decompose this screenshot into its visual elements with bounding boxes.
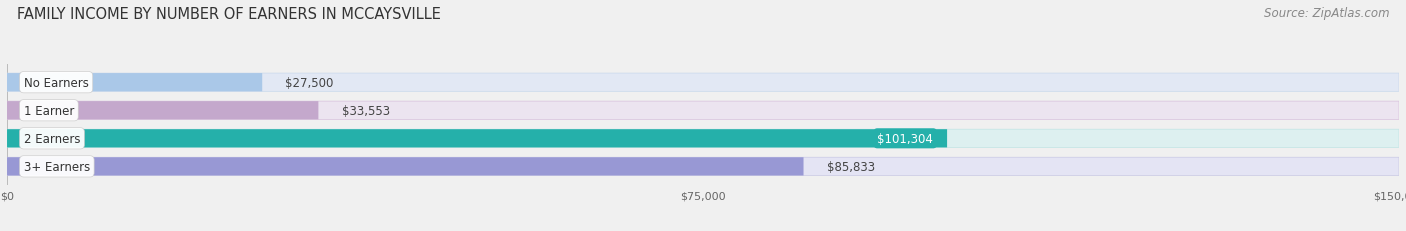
- Text: 1 Earner: 1 Earner: [24, 104, 75, 117]
- FancyBboxPatch shape: [7, 130, 1399, 148]
- Text: No Earners: No Earners: [24, 76, 89, 89]
- FancyBboxPatch shape: [7, 158, 803, 176]
- Text: $101,304: $101,304: [877, 132, 934, 145]
- FancyBboxPatch shape: [7, 102, 318, 120]
- FancyBboxPatch shape: [7, 158, 1399, 176]
- Text: FAMILY INCOME BY NUMBER OF EARNERS IN MCCAYSVILLE: FAMILY INCOME BY NUMBER OF EARNERS IN MC…: [17, 7, 440, 22]
- Text: $85,833: $85,833: [827, 160, 875, 173]
- Text: $33,553: $33,553: [342, 104, 389, 117]
- FancyBboxPatch shape: [7, 130, 948, 148]
- FancyBboxPatch shape: [7, 74, 1399, 92]
- FancyBboxPatch shape: [7, 102, 1399, 120]
- Text: $27,500: $27,500: [285, 76, 333, 89]
- FancyBboxPatch shape: [7, 74, 262, 92]
- Text: 2 Earners: 2 Earners: [24, 132, 80, 145]
- Text: Source: ZipAtlas.com: Source: ZipAtlas.com: [1264, 7, 1389, 20]
- Text: 3+ Earners: 3+ Earners: [24, 160, 90, 173]
